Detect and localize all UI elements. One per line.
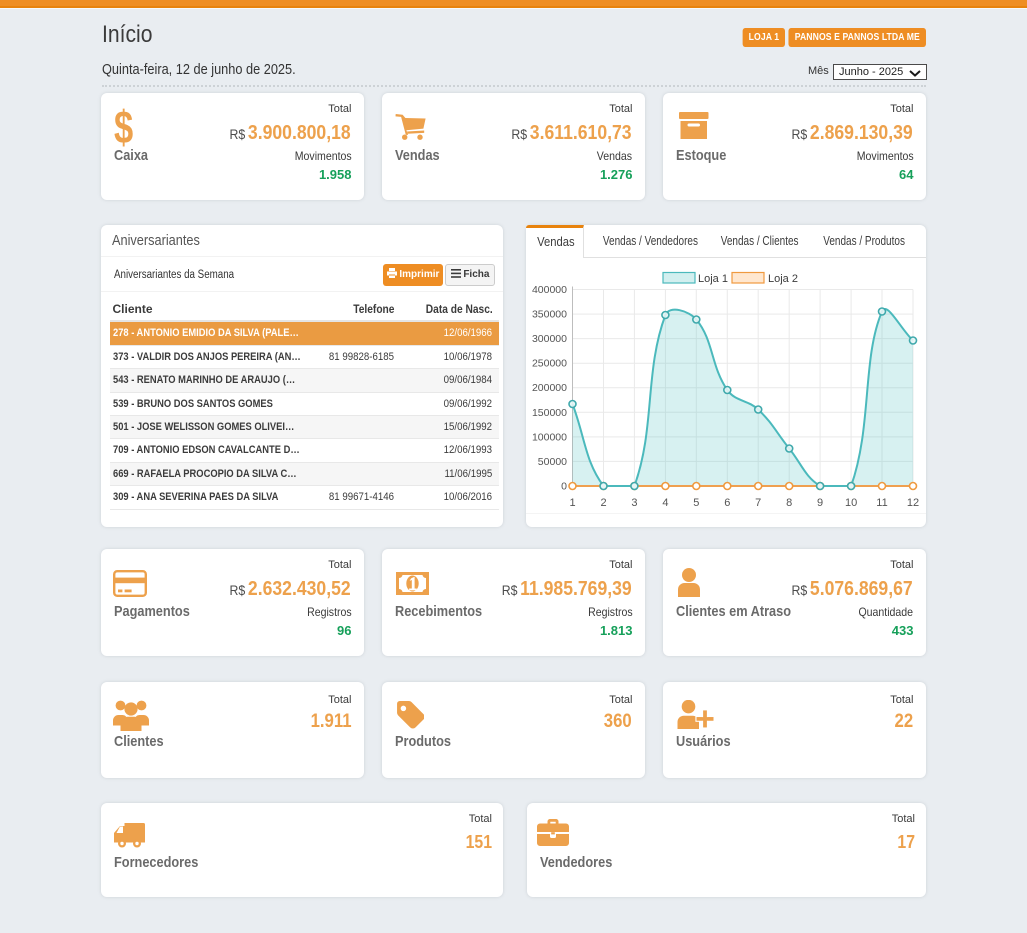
- svg-text:400000: 400000: [532, 284, 567, 296]
- svg-text:Loja 1: Loja 1: [698, 273, 728, 285]
- svg-text:8: 8: [786, 497, 792, 509]
- svg-text:300000: 300000: [532, 333, 567, 345]
- svg-text:9: 9: [817, 497, 823, 509]
- svg-text:11: 11: [876, 497, 887, 509]
- svg-text:100000: 100000: [532, 431, 567, 443]
- svg-text:1: 1: [569, 497, 575, 509]
- svg-text:3: 3: [631, 497, 637, 509]
- svg-text:150000: 150000: [532, 407, 567, 419]
- svg-text:200000: 200000: [532, 382, 567, 394]
- svg-text:50000: 50000: [538, 456, 567, 468]
- svg-text:Loja 2: Loja 2: [768, 273, 798, 285]
- svg-text:10: 10: [845, 497, 857, 509]
- svg-text:7: 7: [755, 497, 761, 509]
- svg-text:2: 2: [600, 497, 606, 509]
- svg-text:5: 5: [693, 497, 699, 509]
- svg-text:6: 6: [724, 497, 730, 509]
- svg-text:350000: 350000: [532, 309, 567, 321]
- svg-text:12: 12: [907, 497, 919, 509]
- svg-text:250000: 250000: [532, 358, 567, 370]
- svg-text:0: 0: [561, 481, 567, 493]
- svg-text:4: 4: [662, 497, 668, 509]
